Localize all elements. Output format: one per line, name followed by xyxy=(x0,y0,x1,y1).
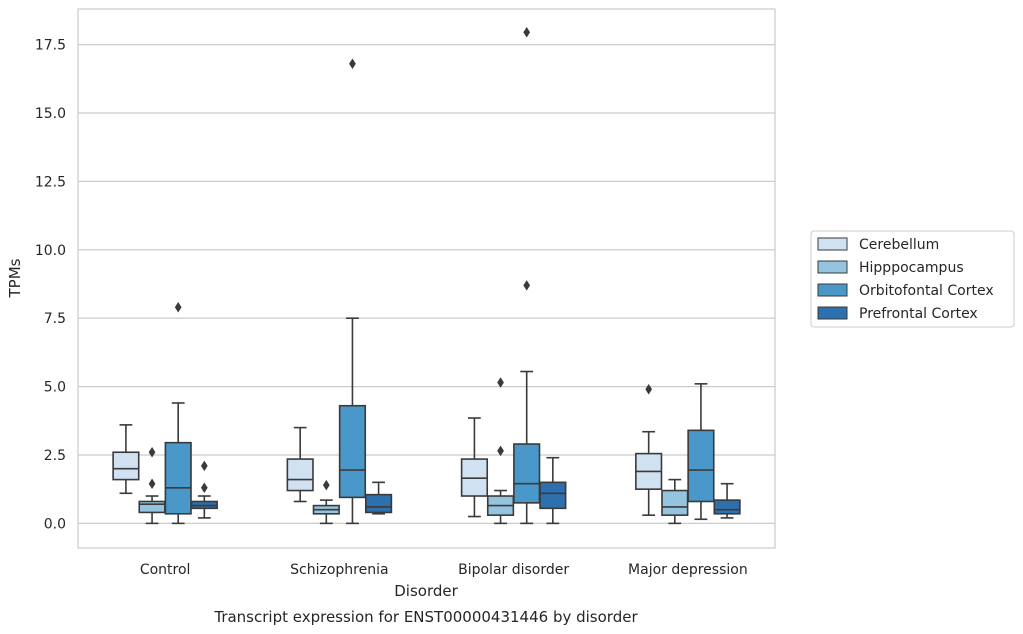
y-tick-labels: 0.0 2.5 5.0 7.5 10.0 12.5 15.0 17.5 xyxy=(35,38,66,533)
x-tick-label: Schizophrenia xyxy=(290,562,388,578)
plot-frame xyxy=(77,8,776,549)
outlier-point xyxy=(497,445,504,457)
outlier-point xyxy=(497,377,504,388)
y-axis-label: TPMs xyxy=(6,258,24,298)
box-iqr xyxy=(286,458,314,492)
box-orbitofontal-cortex xyxy=(687,383,715,521)
y-tick-label: 5.0 xyxy=(44,380,66,396)
box-iqr xyxy=(138,500,166,514)
grid-lines xyxy=(78,43,775,525)
box-prefrontal-cortex xyxy=(713,482,741,519)
legend-swatch xyxy=(817,260,848,274)
box-iqr xyxy=(338,404,367,499)
outlier-point xyxy=(645,384,653,395)
x-tick-label: Bipolar disorder xyxy=(458,562,569,578)
outlier-point xyxy=(174,301,182,313)
legend-label: Orbitofontal Cortex xyxy=(859,283,994,299)
legend-label: Cerebellum xyxy=(859,237,939,253)
y-tick-label: 2.5 xyxy=(44,448,66,464)
y-tick-label: 17.5 xyxy=(35,38,66,54)
y-tick-label: 10.0 xyxy=(35,243,66,259)
legend-label: Hipppocampus xyxy=(859,260,964,276)
box-iqr xyxy=(687,429,715,503)
y-tick-label: 7.5 xyxy=(44,311,66,327)
box-groups xyxy=(112,27,741,525)
box-hipppocampus xyxy=(312,479,340,525)
x-tick-labels: Control Schizophrenia Bipolar disorder Majo… xyxy=(140,562,748,578)
box-cerebellum xyxy=(635,384,663,516)
box-prefrontal-cortex xyxy=(190,460,218,519)
box-iqr xyxy=(164,441,192,515)
legend-swatch xyxy=(817,237,848,251)
x-tick-label: Control xyxy=(140,562,191,578)
box-iqr xyxy=(513,443,541,504)
legend-frame xyxy=(810,230,1015,328)
box-iqr xyxy=(112,451,140,481)
box-orbitofontal-cortex xyxy=(338,58,367,525)
box-iqr xyxy=(364,493,393,514)
y-tick-label: 15.0 xyxy=(35,106,66,122)
legend-swatch xyxy=(817,306,848,320)
box-orbitofontal-cortex xyxy=(513,27,541,525)
outlier-point xyxy=(349,58,356,69)
outlier-point xyxy=(200,460,208,472)
legend: Cerebellum Hipppocampus Orbitofontal Corte… xyxy=(810,230,1015,328)
outlier-point xyxy=(523,280,531,291)
y-tick-label: 12.5 xyxy=(35,174,66,190)
box-prefrontal-cortex xyxy=(364,481,393,515)
box-iqr xyxy=(713,499,741,515)
box-hipppocampus xyxy=(486,377,515,525)
box-orbitofontal-cortex xyxy=(164,301,192,525)
box-iqr xyxy=(661,489,689,516)
outlier-point xyxy=(523,27,531,38)
box-cerebellum xyxy=(286,426,314,503)
outlier-point xyxy=(148,478,156,489)
box-cerebellum xyxy=(112,424,140,495)
chart-caption: Transcript expression for ENST0000043144… xyxy=(213,608,638,626)
x-axis-label: Disorder xyxy=(394,582,458,600)
outlier-point xyxy=(148,446,156,458)
outlier-point xyxy=(322,479,330,491)
box-iqr xyxy=(539,481,567,510)
x-tick-label: Major depression xyxy=(628,562,748,578)
box-prefrontal-cortex xyxy=(539,456,567,525)
box-hipppocampus xyxy=(661,478,689,525)
outlier-point xyxy=(200,482,208,494)
box-hipppocampus xyxy=(138,446,166,525)
legend-label: Prefrontal Cortex xyxy=(859,306,978,322)
y-tick-label: 0.0 xyxy=(44,516,66,532)
box-cerebellum xyxy=(460,417,489,518)
legend-swatch xyxy=(817,283,848,297)
